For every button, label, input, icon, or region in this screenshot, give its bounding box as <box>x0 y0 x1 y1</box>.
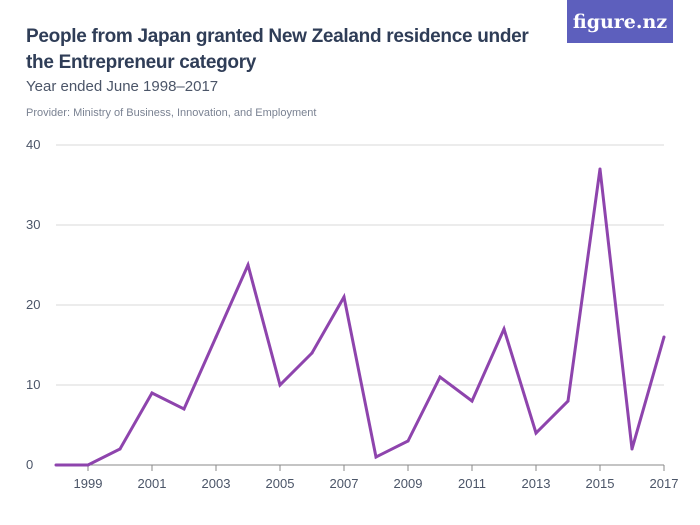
data-point <box>118 447 122 451</box>
data-point <box>662 335 666 339</box>
y-tick-label: 10 <box>26 377 40 392</box>
data-point <box>54 463 58 467</box>
data-point <box>374 455 378 459</box>
data-provider: Provider: Ministry of Business, Innovati… <box>26 107 317 119</box>
chart-title: People from Japan granted New Zealand re… <box>26 26 529 73</box>
x-tick-label: 2001 <box>138 476 167 491</box>
data-point <box>150 391 154 395</box>
data-point <box>630 447 634 451</box>
data-point <box>342 295 346 299</box>
x-tick-label: 2005 <box>266 476 295 491</box>
data-point <box>310 351 314 355</box>
data-point <box>214 335 218 339</box>
y-tick-label: 40 <box>26 137 40 152</box>
figure-nz-logo[interactable]: figure.nz <box>567 0 673 43</box>
data-point <box>86 463 90 467</box>
data-point <box>278 383 282 387</box>
data-point <box>566 399 570 403</box>
x-tick-label: 2015 <box>586 476 615 491</box>
data-point <box>534 431 538 435</box>
x-tick-label: 2011 <box>458 476 486 491</box>
x-tick-label: 1999 <box>74 476 103 491</box>
y-tick-label: 30 <box>26 217 40 232</box>
x-tick-label: 2009 <box>394 476 423 491</box>
series-line <box>56 168 666 467</box>
data-point <box>182 407 186 411</box>
data-point <box>598 167 602 171</box>
x-tick-label: 2017 <box>650 476 679 491</box>
data-point <box>438 375 442 379</box>
y-tick-label: 0 <box>26 457 33 472</box>
data-point <box>406 439 410 443</box>
data-point <box>502 327 506 331</box>
chart-subtitle: Year ended June 1998–2017 <box>26 78 219 95</box>
x-tick-label: 2003 <box>202 476 231 491</box>
y-tick-label: 20 <box>26 297 40 312</box>
x-tick-label: 2013 <box>522 476 551 491</box>
data-point <box>246 263 250 267</box>
data-point <box>470 399 474 403</box>
x-tick-label: 2007 <box>330 476 359 491</box>
